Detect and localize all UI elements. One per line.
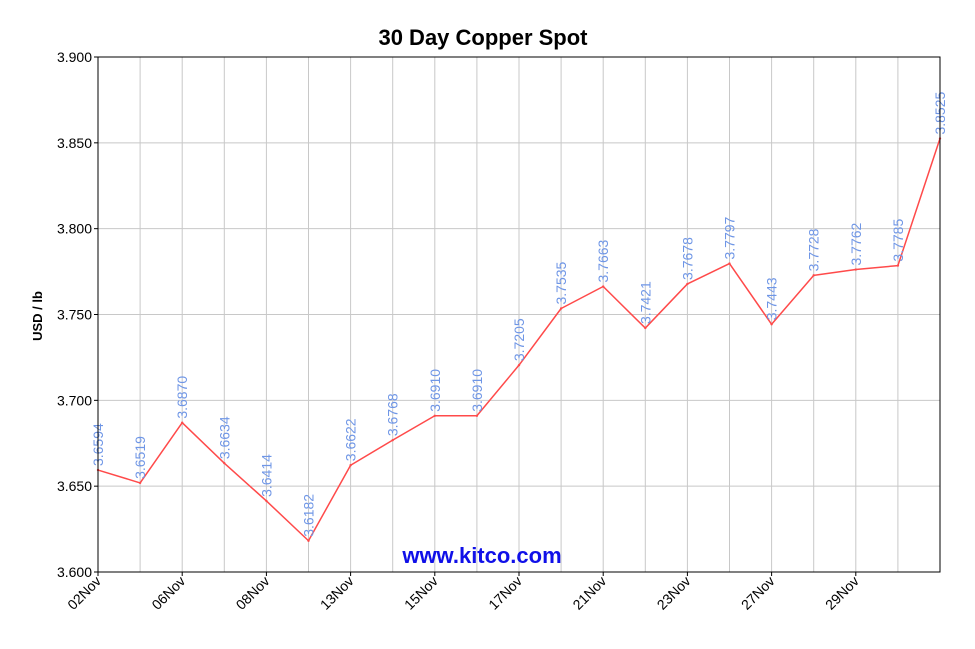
x-tick-label: 23Nov <box>654 573 694 613</box>
data-label: 3.6870 <box>174 376 190 419</box>
data-label: 3.7663 <box>595 239 611 282</box>
watermark: www.kitco.com <box>401 543 561 568</box>
x-tick-label: 21Nov <box>569 573 609 613</box>
y-tick-label: 3.600 <box>57 564 92 580</box>
data-point <box>517 363 521 367</box>
x-axis-ticks: 02Nov 06Nov 08Nov 13Nov 15Nov 17Nov 21Nov 23Nov… <box>64 572 862 613</box>
data-label: 3.7797 <box>722 216 738 259</box>
data-point <box>602 285 605 288</box>
data-label: 3.7762 <box>848 222 864 265</box>
data-point <box>391 438 394 442</box>
data-label: 3.7785 <box>890 219 906 262</box>
data-point <box>812 274 815 277</box>
data-label: 3.6768 <box>385 393 401 436</box>
y-axis-ticks: 3.900 3.850 3.800 3.750 3.700 3.650 3.600 <box>57 49 98 580</box>
chart-title: 30 Day Copper Spot <box>378 25 588 50</box>
data-label: 3.6910 <box>427 369 443 412</box>
y-tick-label: 3.700 <box>57 392 92 408</box>
data-point <box>896 264 900 267</box>
data-label: 3.7535 <box>553 261 569 304</box>
data-point <box>854 268 857 271</box>
data-label: 3.7728 <box>806 228 822 271</box>
data-label: 3.7443 <box>764 277 780 320</box>
x-tick-label: 29Nov <box>822 573 862 613</box>
data-point <box>770 323 773 326</box>
x-tick-label: 27Nov <box>738 573 778 613</box>
y-tick-label: 3.800 <box>57 221 92 237</box>
data-point <box>223 461 226 465</box>
x-tick-label: 15Nov <box>401 573 441 613</box>
y-tick-label: 3.650 <box>57 478 92 494</box>
data-point <box>686 282 689 286</box>
data-point <box>475 414 479 417</box>
plot-frame <box>97 56 941 573</box>
x-tick-label: 08Nov <box>233 573 273 613</box>
data-label: 3.7421 <box>637 281 653 324</box>
data-point <box>349 464 352 467</box>
data-point <box>138 481 142 485</box>
data-label: 3.6622 <box>343 418 359 461</box>
data-label: 3.6634 <box>216 416 232 459</box>
data-point <box>181 421 184 424</box>
data-point <box>728 262 731 265</box>
y-tick-label: 3.900 <box>57 49 92 65</box>
data-point <box>559 307 563 310</box>
y-tick-label: 3.850 <box>57 135 92 151</box>
data-point <box>644 326 647 330</box>
x-tick-label: 06Nov <box>148 573 188 613</box>
data-point <box>307 539 310 542</box>
data-label: 3.6519 <box>132 436 148 479</box>
data-label: 3.6182 <box>301 494 317 537</box>
data-label: 3.7205 <box>511 318 527 361</box>
data-labels: 3.6594 3.65193.68703.66343.64143.61823.66… <box>90 92 948 537</box>
x-tick-label: 17Nov <box>485 573 525 613</box>
data-label: 3.6414 <box>258 454 274 497</box>
data-label: 3.7678 <box>679 237 695 280</box>
y-tick-label: 3.750 <box>57 307 92 323</box>
gridlines <box>98 57 940 572</box>
data-point <box>265 499 268 503</box>
y-axis-label: USD / lb <box>30 291 45 341</box>
x-tick-label: 13Nov <box>317 573 357 613</box>
data-point <box>433 414 436 417</box>
data-label: 3.6910 <box>469 369 485 412</box>
